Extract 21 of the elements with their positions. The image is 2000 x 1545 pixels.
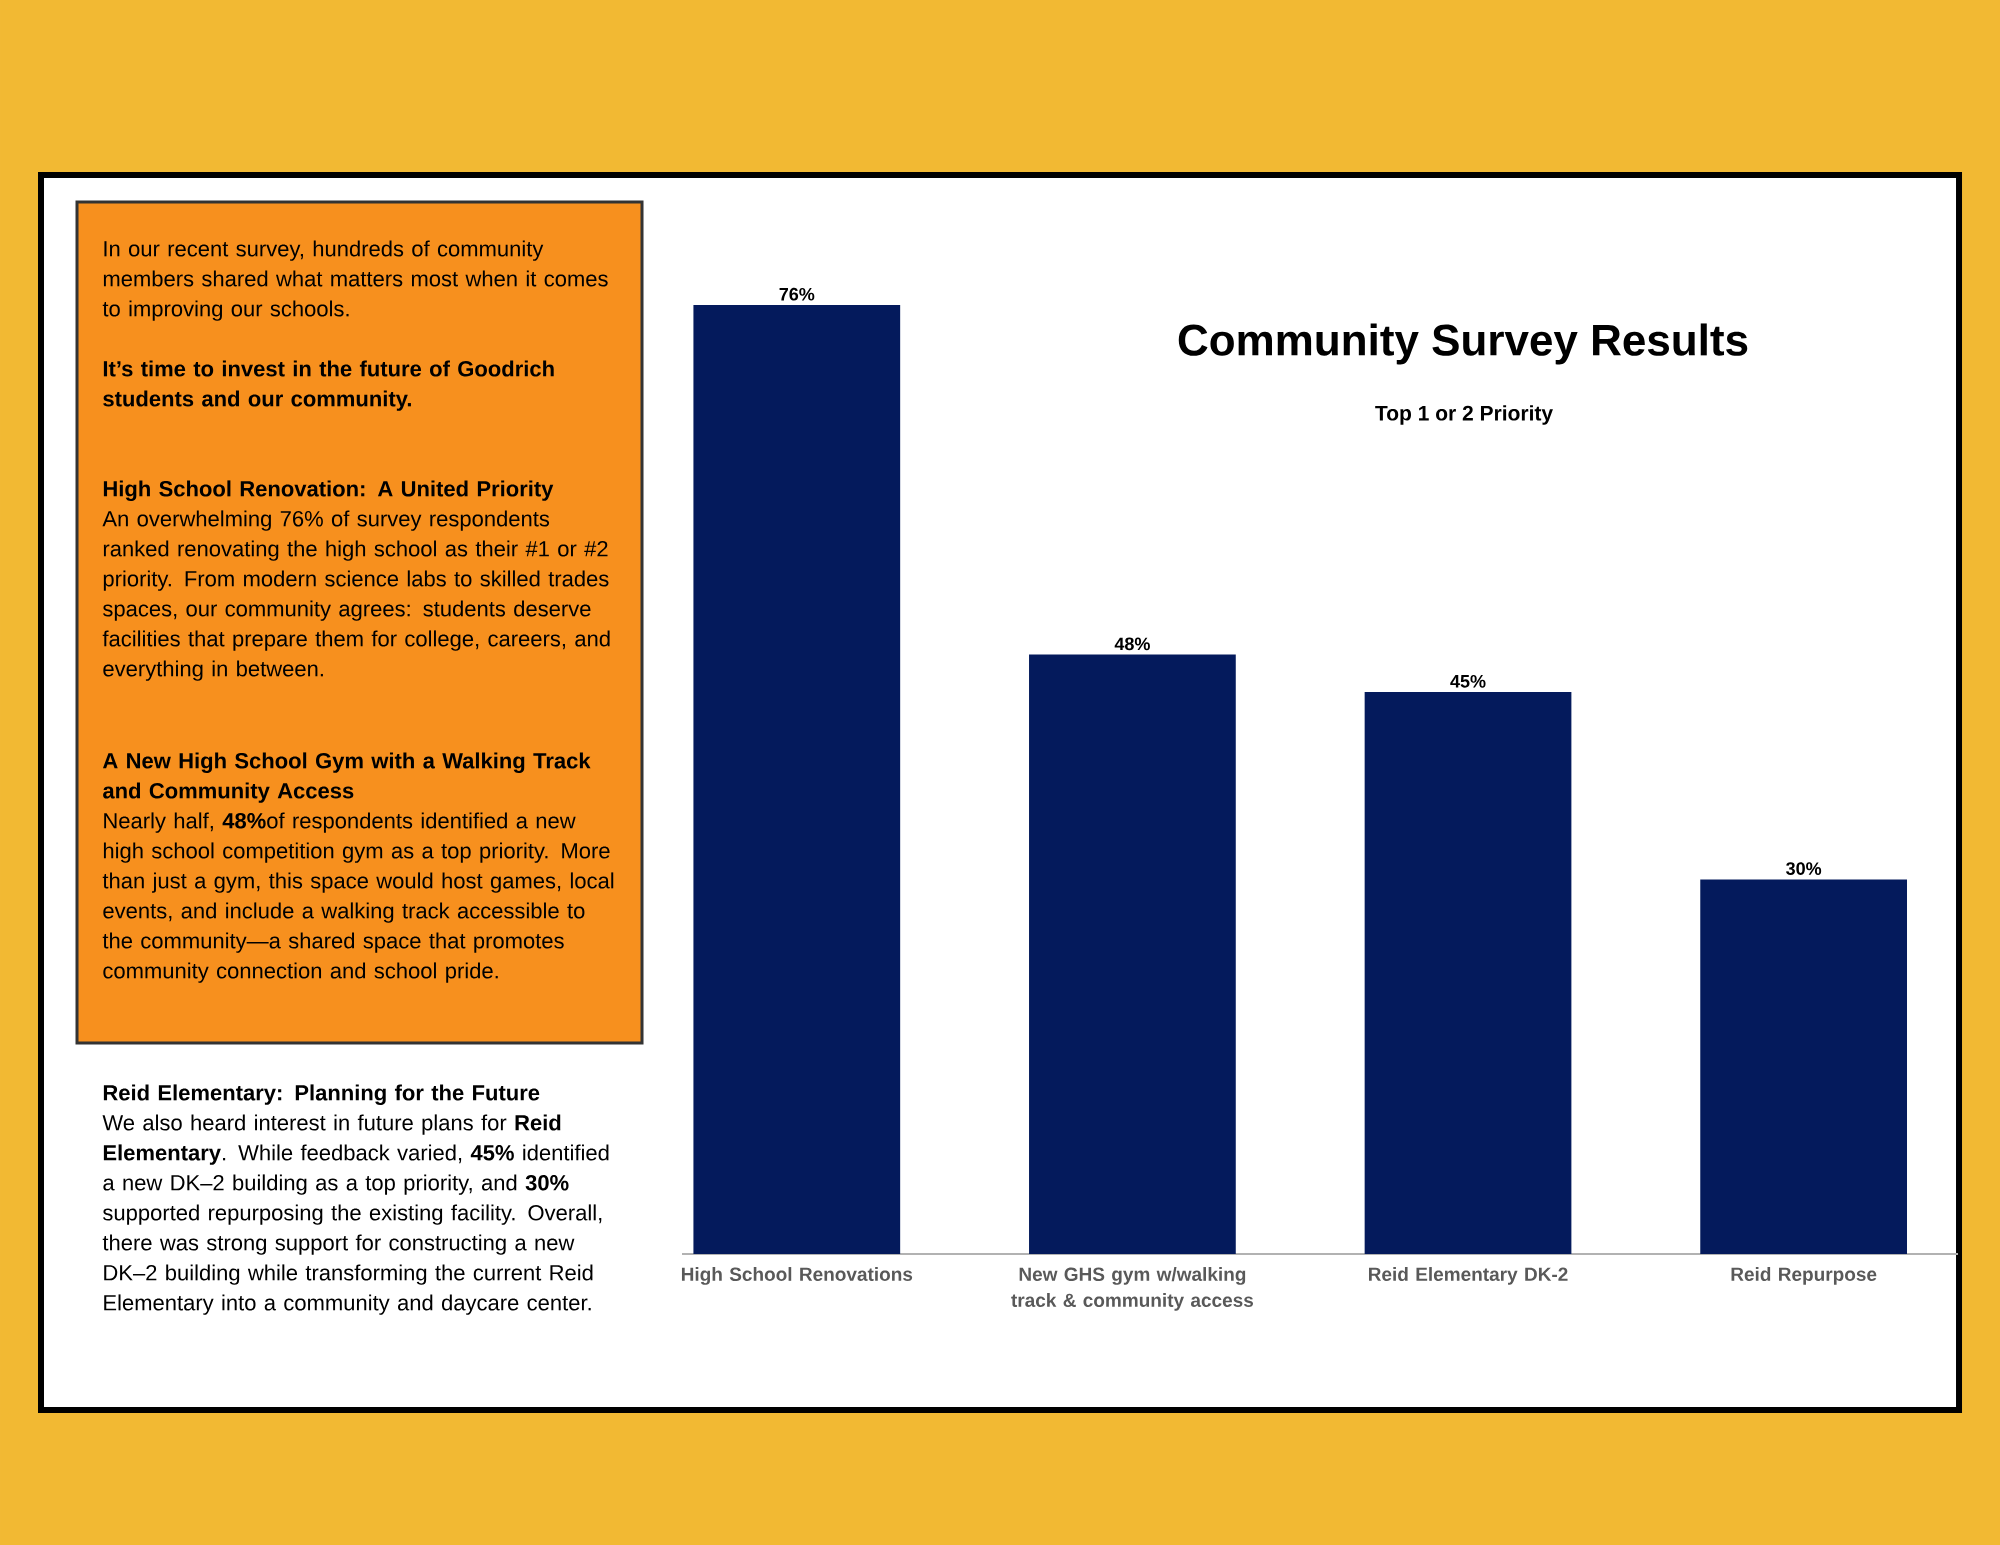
data-label: 48%	[1114, 637, 1150, 651]
text: High School Renovation: A United Priority	[103, 480, 554, 501]
bar	[1364, 692, 1572, 1254]
x-tick-label: High School Renovations	[681, 1267, 913, 1285]
x-tick-label: Reid Elementary DK-2	[1369, 1267, 1568, 1285]
text: Reid Elementary: Planning for the Future	[103, 1084, 540, 1105]
text: We also heard interest in future plans for Reid Elementary. While feedback varied, 45% identified a new DK–2 building as a top priority, and 30% supported repurposing the existing facility. Overall, there was strong support for constructing a new DK–2 building while transforming the current Reid Elementary into a community and daycare center.	[102, 1114, 609, 1315]
chart-title: Community Survey Results	[1178, 323, 1748, 365]
text: It’s time to invest in the future of Goodrich students and our community.	[103, 360, 554, 411]
text: Top 1 or 2 Priority	[1375, 405, 1553, 425]
bar	[1029, 654, 1236, 1254]
data-label: 30%	[1786, 862, 1822, 875]
bar	[1700, 879, 1908, 1254]
x-tick-label: New GHS gym w/walking track & community access	[1011, 1267, 1254, 1311]
bar	[693, 305, 901, 1254]
text: In our recent survey, hundreds of community members shared what matters most when it comes to improving our schools.	[102, 240, 608, 321]
x-tick-label: Reid Repurpose	[1731, 1267, 1877, 1285]
data-label: 45%	[1450, 674, 1486, 688]
text: Nearly half, 48%of respondents identified a new high school competition gym as a top priority. More than just a gym, this space would host games, local events, and include a walking track accessible to the community—a shared space that promotes community connection and school pride.	[102, 812, 614, 983]
text: An overwhelming 76% of survey respondents ranked renovating the high school as their #1 or #2 priority. From modern science labs to skilled trades spaces, our community agrees: students deserve facilities that prepare them for college, careers, and everything in between.	[102, 510, 610, 681]
data-label: 76%	[779, 287, 815, 301]
